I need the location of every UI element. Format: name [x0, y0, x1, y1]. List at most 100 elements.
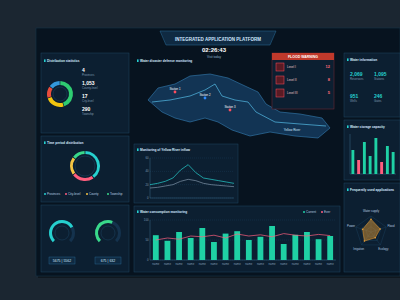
bar — [258, 237, 264, 260]
plot-area — [150, 165, 234, 188]
text-label: Yellow River — [284, 128, 300, 132]
bar — [165, 241, 171, 260]
text-label: Water supply — [363, 209, 380, 213]
data-line — [150, 165, 234, 185]
donut-segment — [85, 151, 100, 178]
bar — [199, 228, 205, 260]
text-label: Level II — [287, 78, 297, 82]
title-marker — [347, 188, 349, 191]
title-marker — [347, 125, 349, 128]
legend-dot — [44, 193, 46, 195]
y-axis — [350, 134, 351, 174]
text-label: Level III — [287, 91, 298, 95]
text-label: Provinces — [47, 192, 61, 196]
text-label: Township — [82, 112, 94, 116]
text-label: City-level — [82, 99, 94, 103]
donut-segment — [73, 151, 85, 159]
inner-ring — [53, 87, 67, 101]
bar — [380, 162, 383, 174]
text-label: name — [210, 262, 217, 266]
text-label: 50 — [145, 238, 149, 242]
text-label: Frequently used applications — [350, 188, 394, 192]
text-label: INTEGRATED APPLICATION PLATFORM — [175, 37, 261, 42]
title-marker — [137, 210, 139, 213]
text-label: Wells — [350, 99, 357, 103]
text-label: name — [222, 262, 229, 266]
x-axis — [350, 174, 396, 175]
plot-area — [153, 226, 333, 260]
bar — [188, 238, 194, 260]
text-label: Level I — [287, 65, 296, 69]
text-label: Station 3 — [224, 105, 235, 109]
bar — [392, 152, 395, 174]
text-label: Station 1 — [169, 87, 180, 91]
text-label: name — [152, 262, 159, 266]
text-label: Provinces — [82, 73, 95, 77]
text-label: name — [234, 262, 241, 266]
y-axis — [150, 220, 151, 260]
bar — [234, 231, 240, 260]
text-label: name — [269, 262, 276, 266]
y-axis — [150, 158, 151, 198]
radar-point — [379, 228, 381, 230]
text-label: County-level — [82, 86, 98, 90]
text-label: name — [187, 262, 194, 266]
text-label: name — [303, 262, 310, 266]
text-label: Power — [347, 224, 355, 228]
text-label: name — [199, 262, 206, 266]
text-label: Stations — [374, 77, 385, 81]
panel — [41, 136, 129, 202]
text-label: name — [292, 262, 299, 266]
legend-dot — [303, 211, 305, 213]
bar — [316, 239, 322, 260]
x-axis — [150, 198, 234, 199]
gauge-value — [49, 220, 73, 242]
panel — [134, 144, 238, 203]
text-label: 20 — [145, 183, 149, 187]
text-label: 8 — [328, 77, 331, 82]
radar-ring — [356, 216, 386, 245]
legend-dot — [86, 193, 88, 195]
text-label: 12 — [326, 64, 331, 69]
warning-icon — [276, 89, 284, 97]
text-label: Water disaster defense monitoring — [140, 59, 192, 63]
map-marker — [204, 97, 207, 100]
readout-box — [49, 257, 75, 264]
gauge-inner — [55, 226, 69, 240]
gauge-inner — [101, 226, 115, 240]
inner-ring — [75, 156, 95, 176]
text-label: Ecology — [378, 247, 389, 251]
warning-icon — [276, 63, 284, 71]
legend-dot — [107, 193, 109, 195]
text-label: 100 — [144, 218, 149, 222]
panel — [272, 53, 334, 109]
bar — [363, 142, 366, 174]
text-label: Reservoirs — [350, 77, 364, 81]
text-label: Water consumption monitoring — [140, 210, 187, 214]
radar-point — [374, 237, 376, 239]
bar — [351, 150, 354, 174]
legend-dot — [65, 193, 67, 195]
text-label: FLOOD WARNING — [288, 55, 318, 59]
legend-dot — [321, 211, 323, 213]
text-label: Water information — [350, 58, 377, 62]
donut-segment — [50, 81, 60, 88]
bar — [211, 242, 217, 260]
bar — [374, 138, 377, 174]
text-label: Gates — [374, 99, 382, 103]
bar — [327, 236, 333, 260]
bar — [281, 244, 287, 260]
grid-line — [150, 158, 234, 159]
bar — [386, 146, 389, 174]
text-label: County — [89, 192, 99, 196]
data-line — [156, 234, 330, 240]
readout-box — [95, 257, 121, 264]
warning-header — [272, 53, 334, 60]
screen — [36, 28, 400, 276]
text-label: City-level — [68, 192, 81, 196]
bar — [369, 156, 372, 174]
text-label: name — [280, 262, 287, 266]
grid-line — [150, 171, 234, 172]
bar — [292, 235, 298, 260]
text-label: 40 — [145, 169, 149, 173]
